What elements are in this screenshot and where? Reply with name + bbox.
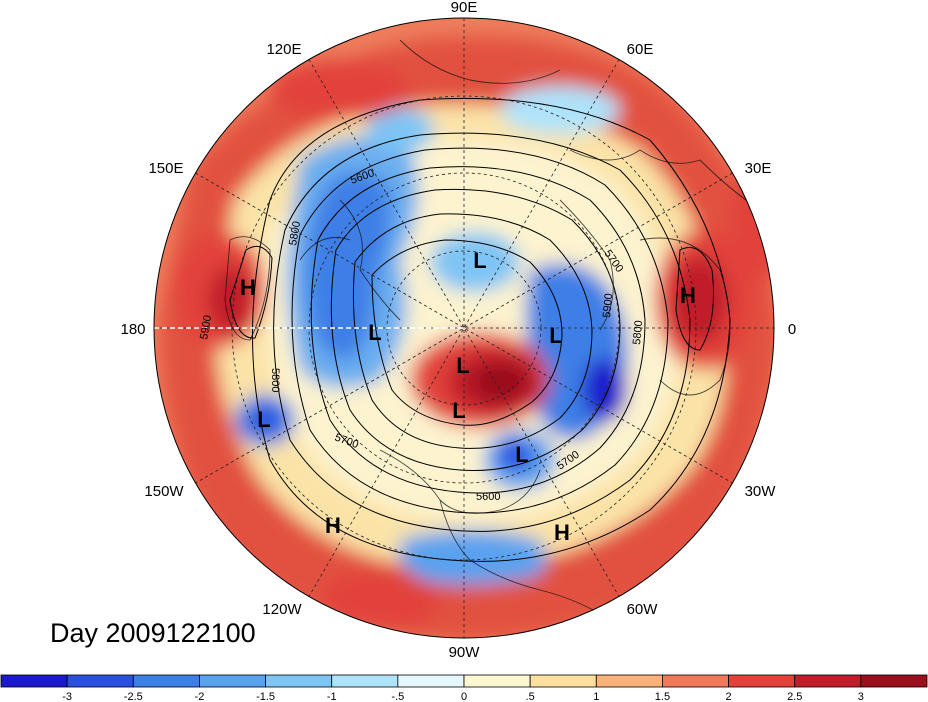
colorbar-box <box>463 674 531 688</box>
colorbar-box <box>265 674 333 688</box>
colorbar-box <box>595 674 663 688</box>
colorbar-tick-label: -.5 <box>391 691 404 702</box>
colorbar-tick-label: 2 <box>726 691 732 702</box>
colorbar-tick-label: 1 <box>593 691 599 702</box>
colorbar-ticks: -3 -2.5 -2 -1.5 -1 -.5 0 .5 1 1.5 2 2.5 3 <box>62 691 864 702</box>
contour-label: 5900 <box>198 314 214 340</box>
contour-label: 5800 <box>287 220 303 246</box>
colorbar-box <box>331 674 399 688</box>
colorbar-tick-label: .5 <box>526 691 535 702</box>
meridian-label: 120W <box>262 601 302 618</box>
pressure-marker: L <box>473 248 486 273</box>
pressure-marker: L <box>368 320 381 345</box>
colorbar-box <box>132 674 200 688</box>
contour-label: 5800 <box>269 368 281 392</box>
contour-label: 5900 <box>601 293 615 318</box>
contour-label: 5800 <box>631 320 645 345</box>
polar-map: 90E 60E 30E 0 30W 60W 90W 120W 150W 180 … <box>120 0 796 661</box>
colorbar-tick-label: -1 <box>327 691 337 702</box>
meridian-label: 90W <box>449 644 481 661</box>
colorbar-tick-label: -2.5 <box>124 691 143 702</box>
colorbar-tick-label: -3 <box>62 691 72 702</box>
anomaly-field <box>154 18 774 638</box>
pressure-marker: L <box>515 442 528 467</box>
colorbar-box <box>199 674 266 688</box>
pressure-marker: H <box>325 513 341 538</box>
coastlines <box>224 39 761 621</box>
meridian-label: 60E <box>627 41 654 58</box>
contour-label: 5600 <box>476 491 500 503</box>
colorbar-box <box>728 674 796 688</box>
colorbar-tick-label: 1.5 <box>655 691 670 702</box>
meridian-label: 150E <box>148 160 183 177</box>
colorbar: -3 -2.5 -2 -1.5 -1 -.5 0 .5 1 1.5 2 2.5 3 <box>0 674 928 702</box>
pressure-marker: L <box>452 398 465 423</box>
pressure-marker: H <box>680 283 696 308</box>
date-title: Day 2009122100 <box>50 618 256 648</box>
meridian-label: 0 <box>788 321 796 338</box>
meridian-label: 120E <box>266 41 301 58</box>
pressure-systems: H L L L L L H L L L H H <box>240 248 696 545</box>
meridian-labels: 90E 60E 30E 0 30W 60W 90W 120W 150W 180 … <box>120 0 796 661</box>
pressure-marker: H <box>554 520 570 545</box>
height-contours <box>229 97 731 562</box>
colorbar-box <box>66 674 134 688</box>
colorbar-tick-label: -1.5 <box>256 691 275 702</box>
colorbar-tick-label: -2 <box>195 691 205 702</box>
colorbar-box <box>0 674 68 688</box>
colorbar-tick-label: 3 <box>858 691 864 702</box>
meridian-label: 150W <box>144 483 184 500</box>
colorbar-box <box>662 674 729 688</box>
colorbar-box <box>529 674 597 688</box>
colorbar-box <box>397 674 465 688</box>
map-boundary <box>153 17 775 639</box>
colorbar-box <box>794 674 862 688</box>
pressure-marker: L <box>257 407 270 432</box>
colorbar-box <box>860 674 928 688</box>
meridian-label: 180 <box>120 321 145 338</box>
pressure-marker: H <box>240 275 256 300</box>
meridian-label: 60W <box>627 601 659 618</box>
colorbar-boxes <box>0 674 928 688</box>
colorbar-tick-label: 2.5 <box>787 691 802 702</box>
meridian-label: 30E <box>745 160 772 177</box>
pressure-marker: L <box>549 323 562 348</box>
meridian-label: 30W <box>745 483 777 500</box>
meridian-label: 90E <box>451 0 478 16</box>
colorbar-tick-label: 0 <box>461 691 467 702</box>
pressure-marker: L <box>456 353 469 378</box>
